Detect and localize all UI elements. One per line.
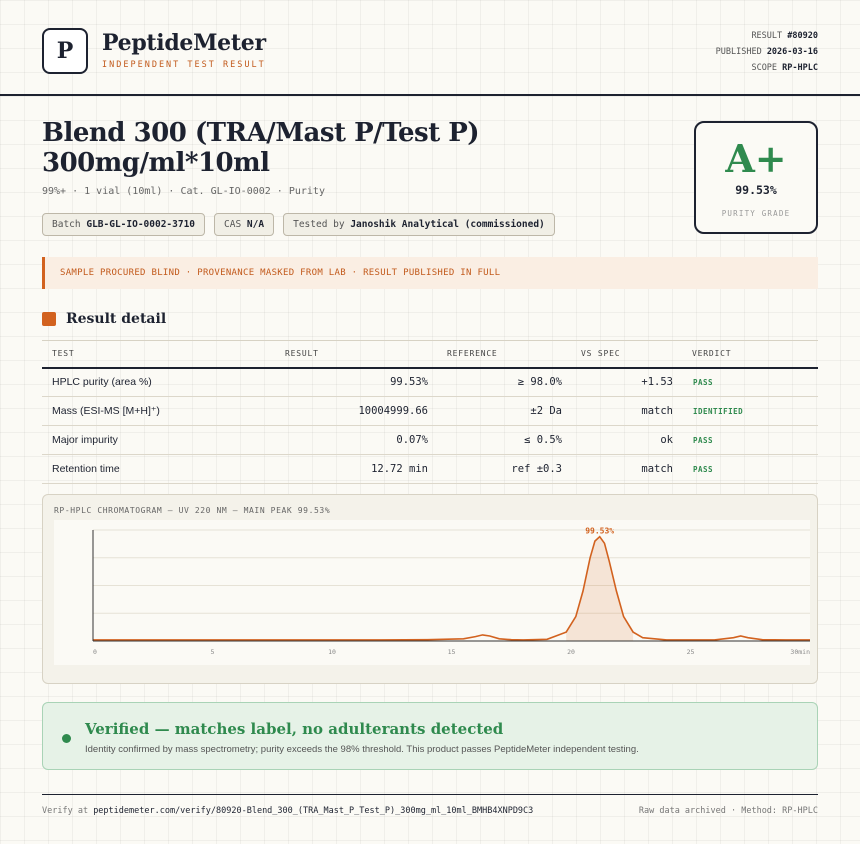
table-row: Major impurity 0.07% ≤ 0.5% ok PASS bbox=[42, 425, 818, 455]
col-header-vs-spec: VS SPEC bbox=[562, 340, 673, 369]
verify-prefix: Verify at bbox=[42, 806, 89, 816]
product-subline: 99%+ · 1 vial (10ml) · Cat. GL-IO-0002 ·… bbox=[42, 186, 325, 197]
table-row: HPLC purity (area %) 99.53% ≥ 98.0% +1.5… bbox=[42, 367, 818, 397]
cas-value: N/A bbox=[246, 219, 265, 230]
x-tick-labels: 0 5 10 15 20 25 30min bbox=[93, 648, 810, 656]
x-tick-label: 30min bbox=[790, 648, 810, 656]
result-table: TEST RESULT REFERENCE VS SPEC VERDICT HP… bbox=[42, 340, 818, 484]
scope-label: SCOPE bbox=[751, 63, 778, 73]
plot-background bbox=[54, 520, 810, 665]
cell-test: Major impurity bbox=[42, 425, 262, 455]
tested-by-chip: Tested by Janoshik Analytical (commissio… bbox=[283, 213, 555, 236]
verified-text: Identity confirmed by mass spectrometry;… bbox=[85, 744, 639, 755]
cell-vs-spec: match bbox=[562, 454, 673, 484]
verified-title: Verified — matches label, no adulterants… bbox=[85, 720, 504, 738]
provenance-banner: SAMPLE PROCURED BLIND · PROVENANCE MASKE… bbox=[42, 257, 818, 289]
batch-label: Batch bbox=[52, 219, 81, 230]
chromatogram-panel: RP-HPLC CHROMATOGRAM — UV 220 NM — MAIN … bbox=[42, 494, 818, 684]
footer-verify: Verify at peptidemeter.com/verify/80920-… bbox=[42, 806, 533, 816]
product-chips: Batch GLB-GL-IO-0002-3710 CAS N/A Tested… bbox=[42, 213, 555, 236]
col-header-verdict: VERDICT bbox=[673, 340, 818, 369]
cell-reference: ≤ 0.5% bbox=[429, 425, 562, 455]
footer-method: Raw data archived · Method: RP-HPLC bbox=[638, 806, 818, 816]
x-tick-label: 20 bbox=[567, 648, 575, 656]
x-tick-label: 10 bbox=[328, 648, 336, 656]
x-tick-label: 25 bbox=[687, 648, 695, 656]
cell-verdict: IDENTIFIED bbox=[673, 396, 818, 426]
chart-grid bbox=[93, 529, 810, 614]
published-value: 2026-03-16 bbox=[766, 47, 818, 57]
x-tick-label: 5 bbox=[211, 648, 215, 656]
x-tick-label: 15 bbox=[448, 648, 456, 656]
tested-by-value: Janoshik Analytical (commissioned) bbox=[350, 219, 545, 230]
verified-panel: Verified — matches label, no adulterants… bbox=[42, 702, 818, 770]
col-header-reference: REFERENCE bbox=[429, 340, 562, 369]
col-header-result: RESULT bbox=[262, 340, 429, 369]
product-title-line2: 300mg/ml*10ml bbox=[42, 148, 270, 178]
cell-result: 0.07% bbox=[262, 425, 429, 455]
cell-test: HPLC purity (area %) bbox=[42, 367, 262, 397]
cell-test: Mass (ESI-MS [M+H]⁺) bbox=[42, 396, 262, 426]
scope-value: RP-HPLC bbox=[782, 63, 818, 73]
batch-chip: Batch GLB-GL-IO-0002-3710 bbox=[42, 213, 206, 236]
cas-label: CAS bbox=[224, 219, 242, 230]
cell-reference: ±2 Da bbox=[429, 396, 562, 426]
cell-result: 10004999.66 bbox=[262, 396, 429, 426]
brand-name: PeptideMeter bbox=[102, 30, 266, 56]
col-header-test: TEST bbox=[42, 340, 262, 369]
published-row: PUBLISHED 2026-03-16 bbox=[716, 44, 818, 60]
purity-grade-card: A+ 99.53% PURITY GRADE bbox=[694, 121, 818, 234]
verify-link[interactable]: peptidemeter.com/verify/80920-Blend_300_… bbox=[93, 806, 534, 816]
section-square-icon bbox=[42, 312, 56, 326]
result-id-label: RESULT bbox=[751, 31, 783, 41]
grade-letter: A+ bbox=[725, 136, 787, 181]
cell-vs-spec: match bbox=[562, 396, 673, 426]
cell-result: 12.72 min bbox=[262, 454, 429, 484]
batch-value: GLB-GL-IO-0002-3710 bbox=[86, 219, 196, 230]
cell-verdict: PASS bbox=[673, 367, 818, 397]
scope-row: SCOPE RP-HPLC bbox=[716, 60, 818, 76]
cell-reference: ref ±0.3 bbox=[429, 454, 562, 484]
chart-title: RP-HPLC CHROMATOGRAM — UV 220 NM — MAIN … bbox=[54, 506, 331, 515]
cas-chip: CAS N/A bbox=[214, 213, 275, 236]
published-label: PUBLISHED bbox=[715, 47, 762, 57]
cell-test: Retention time bbox=[42, 454, 262, 484]
report-meta: RESULT #80920 PUBLISHED 2026-03-16 SCOPE… bbox=[716, 28, 818, 76]
cell-vs-spec: +1.53 bbox=[562, 367, 673, 397]
product-title-line1: Blend 300 (TRA/Mast P/Test P) bbox=[42, 118, 480, 148]
report-header: P PeptideMeter INDEPENDENT TEST RESULT R… bbox=[0, 0, 860, 96]
series-line bbox=[93, 535, 810, 641]
peak-area bbox=[566, 536, 634, 641]
chromatogram-chart: 0 5 10 15 20 25 30min 99.53% bbox=[54, 520, 810, 665]
grade-value: 99.53% bbox=[735, 183, 777, 197]
cell-vs-spec: ok bbox=[562, 425, 673, 455]
cell-result: 99.53% bbox=[262, 367, 429, 397]
brand-tagline: INDEPENDENT TEST RESULT bbox=[102, 60, 266, 70]
cell-verdict: PASS bbox=[673, 425, 818, 455]
peak-label: 99.53% bbox=[585, 527, 614, 536]
verified-dot-icon bbox=[62, 734, 71, 743]
logo: P bbox=[42, 28, 88, 74]
result-id-row: RESULT #80920 bbox=[716, 28, 818, 44]
grade-label: PURITY GRADE bbox=[721, 209, 791, 218]
tested-by-label: Tested by bbox=[293, 219, 345, 230]
x-tick-label: 0 bbox=[93, 648, 97, 656]
table-row: Retention time 12.72 min ref ±0.3 match … bbox=[42, 454, 818, 484]
section-header: Result detail bbox=[42, 311, 166, 327]
cell-verdict: PASS bbox=[673, 454, 818, 484]
table-header-row: TEST RESULT REFERENCE VS SPEC VERDICT bbox=[42, 340, 818, 369]
product-title: Blend 300 (TRA/Mast P/Test P) 300mg/ml*1… bbox=[42, 118, 662, 178]
table-row: Mass (ESI-MS [M+H]⁺) 10004999.66 ±2 Da m… bbox=[42, 396, 818, 426]
footer-divider bbox=[42, 794, 818, 795]
section-title: Result detail bbox=[66, 311, 167, 327]
result-id-value: #80920 bbox=[787, 31, 818, 41]
cell-reference: ≥ 98.0% bbox=[429, 367, 562, 397]
